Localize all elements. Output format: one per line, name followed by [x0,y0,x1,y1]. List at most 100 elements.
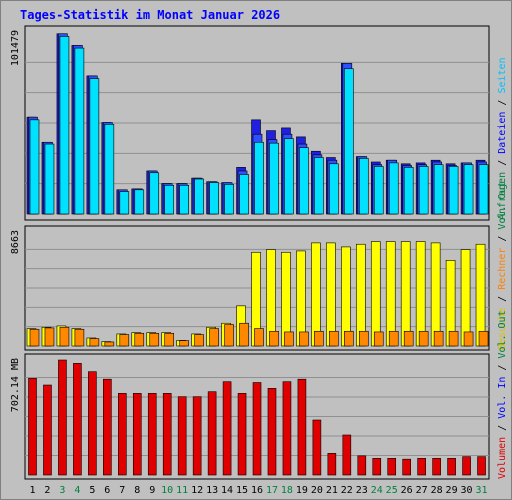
legend-entry: Seiten [497,57,508,93]
bar-rechner [284,331,294,347]
day-label: 2 [44,485,50,496]
day-label: 10 [161,485,173,496]
bar-volumen [103,378,112,476]
panel-hits-ymax-label: 101479 [10,30,21,66]
bar-volumen [447,458,456,476]
bar-volumen [222,381,232,476]
legend-entry: Vol. Out [497,310,508,358]
bar-seiten [119,191,130,215]
bar-volumen [312,419,322,476]
bar-rechner [239,322,249,347]
bar-rechner [74,328,85,347]
bar-volumen [477,456,486,476]
bar-seiten [89,78,100,215]
bar-seiten [373,166,384,215]
bar-seiten [388,162,399,215]
bar-volumen [327,453,337,476]
bar-seiten [194,178,204,215]
day-label: 26 [401,485,413,496]
bar-rechner [329,330,339,347]
day-label: 20 [311,485,323,496]
bar-seiten [149,172,160,215]
day-label: 30 [461,485,473,496]
day-label: 28 [431,485,443,496]
bar-rechner [164,332,175,347]
bar-seiten [104,124,115,215]
panel-volume-ymax-label: 702.14 MB [10,358,21,412]
day-label: 16 [251,485,263,496]
bar-besuche [400,241,411,347]
bar-seiten [448,166,459,215]
bar-seiten [224,184,234,215]
bar-volumen [58,359,67,476]
day-label: 4 [74,485,80,496]
bar-besuche [430,242,441,347]
bar-besuche [311,242,321,347]
bar-volumen [147,393,157,476]
bar-volumen [132,393,142,476]
bar-rechner [388,330,399,347]
day-label: 21 [326,485,338,496]
bar-seiten [239,174,249,215]
legend-separator: / [497,419,508,437]
bar-volumen [372,458,382,476]
day-label: 27 [416,485,428,496]
legend-separator: / [497,359,508,377]
bar-besuche [460,249,471,347]
bar-seiten [74,47,85,215]
day-label: 5 [89,485,95,496]
day-label: 29 [446,485,458,496]
bar-seiten [29,119,40,215]
bar-seiten [134,189,145,215]
bar-seiten [463,164,474,215]
legend-entry: Vol. Out [497,181,508,229]
legend-separator: / [497,154,508,172]
day-label: 11 [176,485,188,496]
bar-seiten [209,182,219,215]
bar-rechner [344,330,354,347]
bar-volumen [267,388,277,476]
bar-rechner [433,330,444,347]
panel-hits: 101479 Anfragen / Dateien / Seiten [10,25,508,221]
bar-besuche [385,241,396,347]
bar-rechner [119,334,130,347]
bar-seiten [314,157,324,215]
bar-rechner [358,330,369,347]
bar-rechner [448,330,459,347]
bar-besuche [355,243,366,347]
day-label: 25 [386,485,398,496]
bar-volumen [237,393,247,476]
bar-rechner [373,331,384,347]
day-label: 31 [475,485,487,496]
legend-entry: Rechner [497,248,508,290]
day-label: 15 [236,485,248,496]
bar-volumen [118,393,127,476]
bar-volumen [417,458,426,476]
bar-volumen [252,382,262,476]
bar-besuche [370,241,381,347]
bar-volumen [462,456,471,476]
bar-volumen [282,381,292,476]
bar-volumen [297,378,307,476]
bar-rechner [209,328,219,347]
bar-volumen [387,458,397,476]
bar-volumen [357,455,367,476]
bar-volumen [177,396,187,476]
bar-rechner [478,330,489,347]
bar-rechner [254,328,264,347]
day-label: 23 [356,485,368,496]
bar-volumen [192,396,202,476]
legend-entry: Besuche [497,308,508,350]
legend-separator: / [497,290,508,308]
day-labels: 1 2 3 4 5 6 7 8 9 10 11 12 13 14 15 16 17 18 19 20 21 22 23 24 2… [29,485,487,496]
panel-visits-ymax-label: 8663 [10,230,21,254]
bar-rechner [418,330,429,347]
day-label: 14 [221,485,233,496]
bar-volumen [28,378,37,476]
bar-seiten [269,142,279,215]
bar-seiten [179,185,189,215]
bar-seiten [418,166,429,215]
day-label: 8 [134,485,140,496]
bar-rechner [224,324,234,347]
